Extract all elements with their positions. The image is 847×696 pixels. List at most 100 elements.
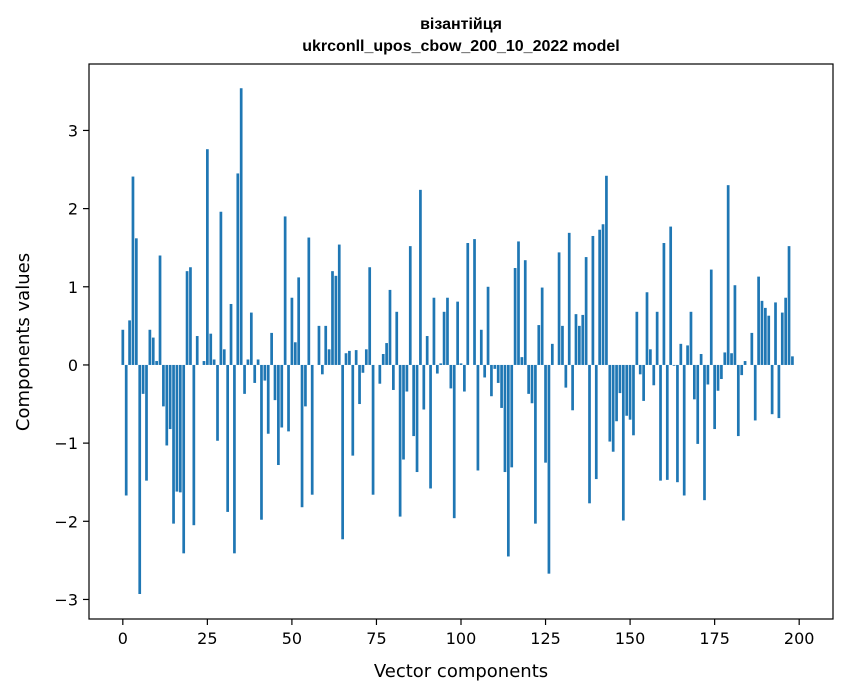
bar-142 [601,224,605,365]
bar-19 [185,271,189,365]
chart-title: візантійця [420,16,502,33]
bar-131 [564,364,568,388]
bar-48 [283,216,287,365]
bar-78 [385,343,388,365]
bar-161 [665,364,669,480]
bar-192 [770,364,774,415]
x-tick-label: 75 [366,629,386,648]
bar-167 [686,345,689,365]
y-tick-label: 1 [68,278,78,297]
bar-193 [774,302,777,365]
bar-68 [351,364,355,456]
bar-171 [699,354,703,365]
bar-73 [368,267,372,365]
bar-58 [317,325,321,365]
bar-121 [530,364,534,404]
bar-195 [780,312,784,365]
y-axis-label: Components values [13,253,34,431]
bar-46 [277,364,280,466]
bar-40 [256,359,260,365]
bar-52 [297,277,301,365]
bar-26 [209,333,213,365]
bar-37 [246,359,250,365]
bar-191 [767,315,771,365]
y-tick-label: −2 [54,512,78,531]
x-tick-label: 125 [530,629,561,648]
bar-156 [649,349,652,365]
bar-176 [716,364,720,391]
bar-4 [134,238,138,365]
bar-18 [182,364,186,554]
bar-17 [178,364,182,493]
y-tick-label: −1 [54,434,78,453]
bar-59 [320,364,324,375]
bar-45 [273,364,277,401]
bar-164 [676,364,679,483]
bar-81 [395,311,399,365]
bar-140 [594,364,598,480]
bar-42 [263,364,267,381]
bar-112 [500,364,503,408]
bar-149 [625,364,629,416]
bar-177 [720,364,723,380]
bar-97 [449,364,453,389]
bar-114 [506,364,510,557]
bar-98 [452,364,456,519]
bar-181 [733,285,737,365]
bar-99 [456,301,459,365]
bar-90 [425,336,429,365]
bar-163 [672,364,676,366]
bar-5 [138,364,142,594]
bar-168 [689,311,693,365]
bar-186 [750,332,754,365]
bar-170 [696,364,700,444]
bar-155 [645,292,649,365]
bar-89 [422,364,426,410]
bar-113 [503,364,507,473]
bar-77 [381,354,385,365]
bar-118 [520,357,524,365]
bar-82 [398,364,402,517]
bar-106 [479,329,483,365]
bar-130 [561,325,564,365]
bar-38 [249,312,253,365]
bar-150 [628,364,632,420]
bar-76 [378,364,382,384]
bar-122 [534,364,537,524]
bar-172 [703,364,706,501]
bar-6 [141,364,145,394]
bar-22 [195,336,199,365]
y-tick-label: −3 [54,590,78,609]
bar-93 [435,364,439,374]
bar-56 [310,364,314,495]
bar-124 [540,287,544,365]
bar-180 [730,353,733,365]
bar-173 [706,364,710,385]
bar-127 [550,343,554,365]
bar-194 [777,364,781,419]
bar-13 [165,364,169,446]
bar-111 [496,364,500,383]
bars-group [121,88,794,594]
x-tick-label: 100 [446,629,477,648]
bar-146 [615,364,618,422]
bar-51 [293,342,297,365]
x-axis-ticks: 0 25 50 75 100 125 150 175 200 [118,619,814,648]
bar-3 [131,176,135,365]
bar-115 [510,364,514,468]
bar-41 [260,364,263,520]
bar-24 [202,361,206,365]
bar-165 [679,343,683,365]
bar-139 [591,235,595,365]
bar-63 [334,275,338,365]
bar-66 [344,353,348,365]
bar-175 [713,364,716,430]
bar-50 [290,297,294,365]
bar-15 [172,364,175,524]
bar-28 [216,364,219,441]
bar-129 [557,252,561,365]
bar-190 [764,307,767,365]
bar-0 [121,329,125,365]
bar-100 [459,363,463,365]
